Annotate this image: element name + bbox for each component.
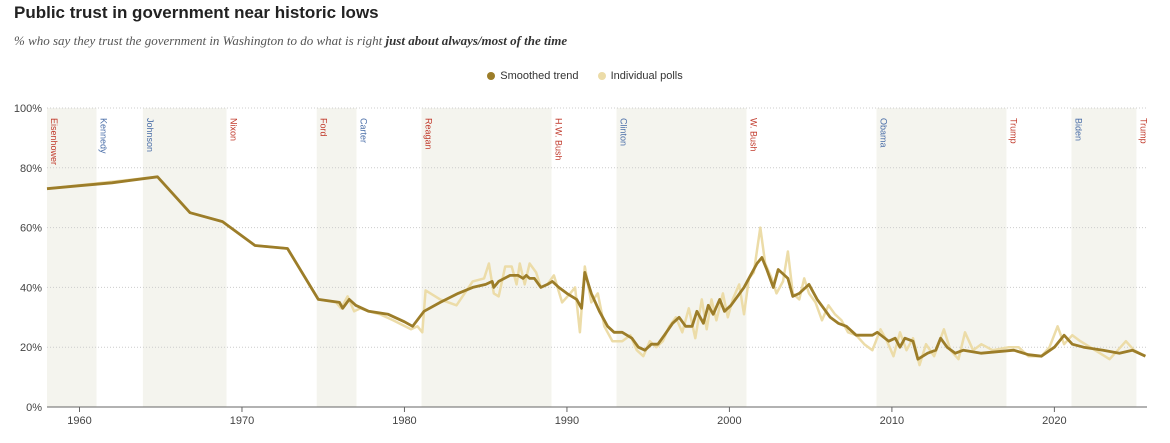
y-tick-label: 100% xyxy=(14,103,42,115)
president-label: H.W. Bush xyxy=(554,118,564,161)
legend-item-polls[interactable]: Individual polls xyxy=(597,70,683,82)
y-tick-label: 0% xyxy=(26,402,42,414)
subtitle-main: % who say they trust the government in W… xyxy=(14,33,386,48)
x-tick-label: 1990 xyxy=(555,415,579,427)
president-label: Trump xyxy=(1138,118,1148,144)
president-label: Kennedy xyxy=(99,118,109,154)
legend: Smoothed trend Individual polls xyxy=(0,70,1170,82)
president-label: Reagan xyxy=(424,118,434,150)
y-tick-label: 40% xyxy=(20,282,42,294)
term-band-10 xyxy=(876,108,1007,407)
president-label: Carter xyxy=(359,118,369,143)
x-tick-label: 1980 xyxy=(392,415,416,427)
president-label: Eisenhower xyxy=(49,118,59,165)
x-tick-label: 1970 xyxy=(230,415,254,427)
president-label: W. Bush xyxy=(748,118,758,152)
smoothed-swatch-icon xyxy=(487,72,496,80)
chart-subtitle: % who say they trust the government in W… xyxy=(14,33,567,49)
president-label: Biden xyxy=(1073,118,1083,141)
legend-item-smoothed[interactable]: Smoothed trend xyxy=(487,70,579,82)
y-tick-label: 20% xyxy=(20,342,42,354)
x-tick-label: 2000 xyxy=(717,415,741,427)
subtitle-emphasis: just about always/most of the time xyxy=(385,33,568,48)
president-label: Johnson xyxy=(145,118,155,152)
x-tick-label: 1960 xyxy=(67,415,91,427)
term-band-6 xyxy=(421,108,552,407)
x-tick-label: 2010 xyxy=(880,415,904,427)
y-tick-label: 80% xyxy=(20,163,42,175)
chart-title: Public trust in government near historic… xyxy=(14,3,379,22)
president-label: Ford xyxy=(319,118,329,137)
x-tick-label: 2020 xyxy=(1042,415,1066,427)
term-band-0 xyxy=(47,108,97,407)
term-band-4 xyxy=(316,108,357,407)
term-band-12 xyxy=(1071,108,1137,407)
president-label: Nixon xyxy=(229,118,239,141)
president-label: Obama xyxy=(878,118,888,148)
smoothed-trend-line xyxy=(46,175,1146,361)
term-band-2 xyxy=(142,108,227,407)
term-band-8 xyxy=(616,108,747,407)
legend-label-smoothed: Smoothed trend xyxy=(500,70,579,82)
president-label: Clinton xyxy=(618,118,628,146)
legend-label-polls: Individual polls xyxy=(610,70,683,82)
polls-swatch-icon xyxy=(597,72,606,80)
y-tick-label: 60% xyxy=(20,223,42,235)
president-label: Trump xyxy=(1008,118,1018,144)
